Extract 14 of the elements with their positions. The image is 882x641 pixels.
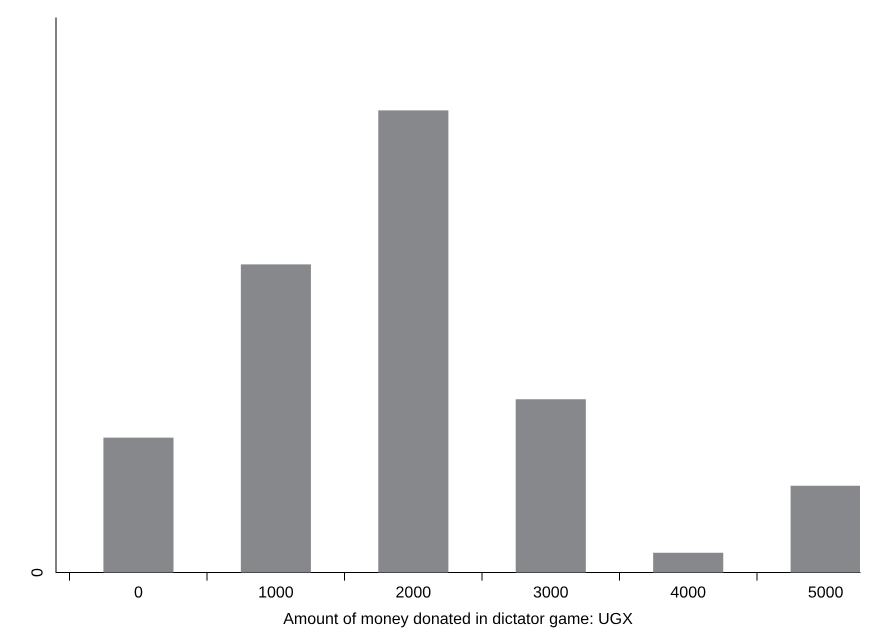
- x-tick-label: 2000: [396, 584, 432, 602]
- bar: [103, 438, 174, 573]
- x-tick-label: 4000: [670, 584, 706, 602]
- x-tick-label: 1000: [258, 584, 294, 602]
- text: 0: [29, 568, 46, 578]
- x-axis-title: Amount of money donated in dictator game: UGX: [283, 610, 634, 628]
- bar: [790, 486, 860, 573]
- x-tick-label: 5000: [808, 584, 844, 602]
- bar: [378, 110, 448, 573]
- bar: [653, 552, 724, 573]
- x-tick-label: 3000: [532, 584, 569, 602]
- bar: [516, 399, 586, 573]
- x-tick-label: 0: [134, 584, 144, 602]
- bar: [240, 264, 311, 573]
